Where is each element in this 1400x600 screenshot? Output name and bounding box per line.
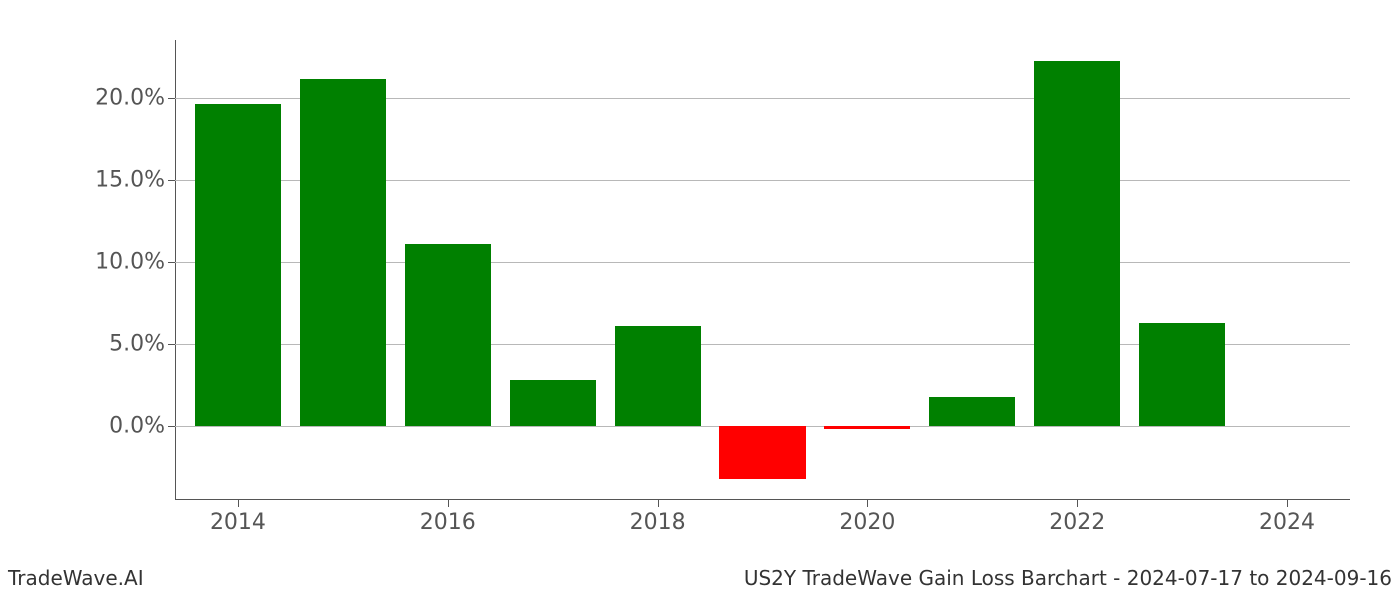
bar xyxy=(300,79,386,426)
xtick-label: 2022 xyxy=(1049,510,1105,535)
bar xyxy=(1139,323,1225,427)
xtick-mark xyxy=(448,500,449,507)
footer-left-text: TradeWave.AI xyxy=(8,566,144,590)
ytick-mark xyxy=(168,98,175,99)
ytick-label: 15.0% xyxy=(95,167,165,192)
xtick-label: 2024 xyxy=(1259,510,1315,535)
footer-right-text: US2Y TradeWave Gain Loss Barchart - 2024… xyxy=(744,566,1392,590)
xtick-mark xyxy=(238,500,239,507)
xtick-label: 2016 xyxy=(420,510,476,535)
bar xyxy=(195,104,281,426)
ytick-mark xyxy=(168,344,175,345)
bar xyxy=(615,326,701,426)
ytick-label: 20.0% xyxy=(95,85,165,110)
ytick-label: 5.0% xyxy=(109,331,165,356)
bar xyxy=(405,244,491,426)
bar xyxy=(824,426,910,429)
xtick-label: 2014 xyxy=(210,510,266,535)
bar xyxy=(929,397,1015,427)
y-axis-line xyxy=(175,40,176,499)
ytick-mark xyxy=(168,180,175,181)
bar xyxy=(1034,61,1120,426)
ytick-label: 0.0% xyxy=(109,414,165,439)
xtick-mark xyxy=(1287,500,1288,507)
bar xyxy=(510,380,596,426)
bar xyxy=(719,426,805,479)
xtick-label: 2018 xyxy=(630,510,686,535)
ytick-label: 10.0% xyxy=(95,249,165,274)
xtick-label: 2020 xyxy=(839,510,895,535)
xtick-mark xyxy=(867,500,868,507)
xtick-mark xyxy=(1077,500,1078,507)
ytick-mark xyxy=(168,426,175,427)
ytick-mark xyxy=(168,262,175,263)
xtick-mark xyxy=(658,500,659,507)
